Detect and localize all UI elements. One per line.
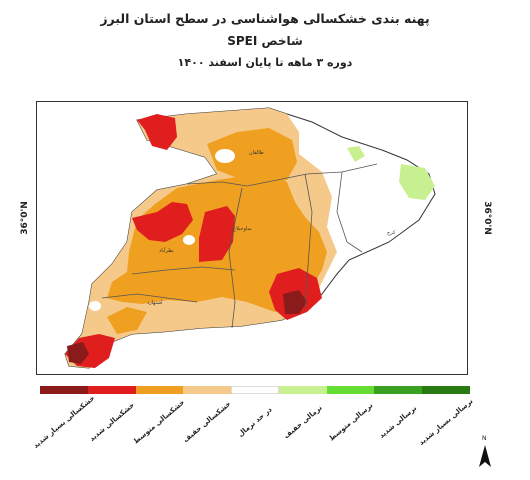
mild-wet-patch-northeast (347, 146, 365, 162)
legend-label: نرمالی خفیف (282, 403, 324, 441)
map-title: پهنه بندی خشکسالی هواشناسی در سطح استان … (100, 11, 430, 26)
legend-swatch (278, 386, 327, 394)
legend-swatch (87, 386, 136, 394)
map-index-subtitle: شاخص SPEI (227, 34, 303, 48)
legend-label: نرسالی بسیار شدید (417, 397, 475, 447)
mild-wet-patch-east (399, 164, 435, 200)
city-label-savojbolagh: ساوجبلاغ (233, 226, 252, 232)
severe-drought-patch-northwest (137, 114, 177, 150)
severe-drought-patch-west (132, 202, 193, 242)
moderate-drought-zone-west (107, 307, 147, 334)
legend-label: نرسالی متوسط (327, 401, 375, 443)
north-letter: N (482, 435, 487, 442)
county-boundaries (101, 163, 378, 329)
legend-swatch (374, 386, 423, 394)
normal-patch-north (215, 149, 235, 163)
legend-label: خشکسالی بسیار شدید (31, 394, 97, 450)
map-frame: طالقان ساوجبلاغ نظرآباد کرج اشتهارد N (36, 101, 491, 467)
city-label-taleqan: طالقان (249, 150, 264, 156)
moderate-drought-zone-north (207, 128, 297, 184)
legend-label: در حد نرمال (236, 405, 274, 439)
legend-color-bar (40, 386, 471, 394)
map-title-block: پهنه بندی خشکسالی هواشناسی در سطح استان … (0, 8, 530, 74)
city-label-karaj: کرج (387, 230, 396, 236)
extreme-drought-patch-southwest (67, 342, 89, 364)
normal-patch-west (89, 301, 101, 311)
legend-label: خشکسالی متوسط (132, 398, 187, 446)
legend-label: خشکسالی شدید (87, 401, 136, 443)
legend-swatch (231, 386, 279, 394)
normal-patch-center (183, 235, 195, 245)
north-arrow: N (478, 435, 492, 469)
north-arrow-icon (479, 445, 491, 467)
legend-labels: خشکسالی بسیار شدید خشکسالی شدید خشکسالی مت… (32, 394, 475, 468)
legend-swatch (422, 386, 471, 394)
legend-swatch (326, 386, 375, 394)
legend-swatch (183, 386, 232, 394)
severe-drought-patch-center (199, 206, 235, 262)
map-period-subtitle: دوره ۳ ماهه تا پایان اسفند ۱۴۰۰ (177, 56, 353, 69)
city-label-nazarabad: نظرآباد (159, 247, 174, 254)
legend-label: خشکسالی خفیف (181, 399, 233, 445)
city-label-eshtehard: اشتهارد (147, 300, 163, 306)
legend-swatch (135, 386, 184, 394)
latitude-label-right: 36°0'N (481, 201, 492, 235)
extreme-drought-patch-southeast (283, 290, 307, 314)
legend-label: نرسالی شدید (378, 404, 419, 440)
drought-map: طالقان ساوجبلاغ نظرآباد کرج اشتهارد (64, 107, 436, 369)
legend-swatch (40, 386, 88, 394)
latitude-label-left: 36°0'N (19, 201, 30, 235)
